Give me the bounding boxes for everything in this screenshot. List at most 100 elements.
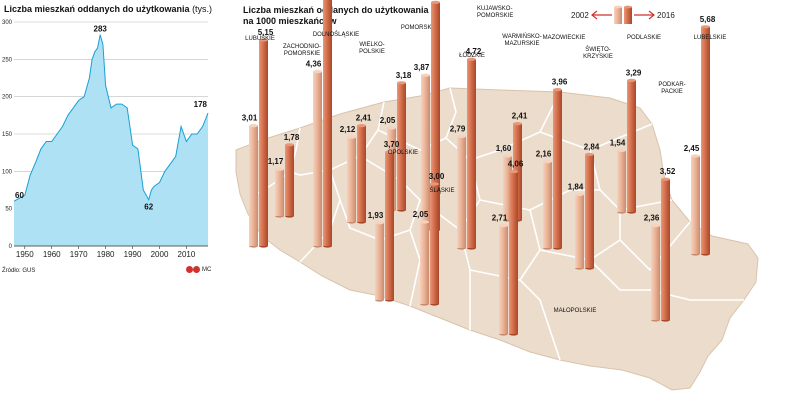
bar-2016-top xyxy=(513,122,522,126)
x-tick-label: 1990 xyxy=(124,250,142,259)
bar-2002 xyxy=(313,71,322,246)
left-area-chart: 0 50 100 150 200 250 300 1950 1960 1970 1980 1990 20… xyxy=(2,20,209,259)
region-bar-pair: 1,84 2,84 ŚWIĘTO-KRZYSKIE xyxy=(568,45,613,270)
bar-2016-top xyxy=(357,124,366,128)
bar-2016-top xyxy=(285,143,294,147)
series-line xyxy=(13,34,209,202)
y-tick-label: 150 xyxy=(2,132,13,138)
legend: 2002 2016 xyxy=(571,5,675,24)
right-chart-title-line2: na 1000 mieszkańców xyxy=(243,16,337,26)
bar-2002 xyxy=(420,222,429,304)
bar-2002 xyxy=(457,136,466,248)
value-label-2016: 2,84 xyxy=(584,142,600,151)
bar-2016 xyxy=(357,125,366,222)
value-label-2016: 3,70 xyxy=(384,140,400,149)
legend-bar-2016 xyxy=(624,7,632,24)
value-label-2016: 5,15 xyxy=(258,28,274,37)
bar-2016-top xyxy=(661,177,670,181)
bar-2016-top xyxy=(509,170,518,174)
data-label: 283 xyxy=(94,25,108,34)
bar-2016 xyxy=(430,184,439,304)
value-label-2016: 2,41 xyxy=(356,114,372,123)
bar-2016-top xyxy=(397,81,406,85)
region-name-label: POMORSKIE xyxy=(401,25,437,31)
bar-2016 xyxy=(509,171,518,334)
bar-2002-top xyxy=(499,224,508,228)
bar-2002-top xyxy=(420,220,429,224)
bar-2002-top xyxy=(651,224,660,228)
bar-2016-top xyxy=(467,57,476,61)
y-tick-label: 250 xyxy=(2,57,13,63)
value-label-2016: 3,96 xyxy=(552,78,568,87)
legend-arrow-left-icon xyxy=(591,10,612,20)
x-tick-label: 1950 xyxy=(16,250,34,259)
region-bar-pair: 2,05 3,00 ŚLĄSKIE xyxy=(413,172,455,306)
region-name-label: WIELKO-POLSKIE xyxy=(359,42,385,55)
logo-icon-2 xyxy=(193,266,200,273)
value-label-2016: 4,72 xyxy=(466,47,482,56)
legend-bar-2002 xyxy=(614,7,622,24)
bar-2002-top xyxy=(543,160,552,164)
bar-2002 xyxy=(691,156,700,254)
y-tick-label: 300 xyxy=(2,20,13,26)
logo-icon xyxy=(186,266,193,273)
x-tick-label: 1980 xyxy=(97,250,115,259)
legend-arrow-right-icon xyxy=(634,10,655,20)
region-name-label: LUBELSKIE xyxy=(694,35,727,41)
bar-2002-top xyxy=(617,148,626,152)
region-name-label: MAŁOPOLSKIE xyxy=(554,308,597,314)
region-name-label: ŁÓDZKIE xyxy=(459,52,485,59)
y-tick-label: 50 xyxy=(5,207,12,213)
bar-2002-top xyxy=(421,73,430,77)
bar-2016-top xyxy=(259,38,268,42)
region-name-label: LUBUSKIE xyxy=(245,36,275,42)
bar-2016-top xyxy=(385,150,394,154)
bar-2002 xyxy=(347,137,356,222)
legend-bar-2002-top xyxy=(614,5,622,9)
source-note: Źródło: GUS xyxy=(2,268,36,274)
value-label-2002: 1,84 xyxy=(568,182,584,191)
value-label-2002: 2,05 xyxy=(413,210,429,219)
value-label-2002: 1,93 xyxy=(368,211,384,220)
value-label-2016: 3,18 xyxy=(396,71,412,80)
value-label-2002: 2,45 xyxy=(684,144,700,153)
value-label-2002: 2,05 xyxy=(380,116,396,125)
value-label-2016: 3,00 xyxy=(429,172,445,181)
x-tick-label: 1960 xyxy=(43,250,61,259)
bar-2002-top xyxy=(457,134,466,138)
bar-2002 xyxy=(499,225,508,334)
bar-2016 xyxy=(385,152,394,300)
bar-2016 xyxy=(323,0,332,247)
legend-year-2002: 2002 xyxy=(571,11,589,20)
data-label: 178 xyxy=(194,100,208,109)
bar-2016-top xyxy=(430,182,439,186)
bar-2016 xyxy=(701,26,710,254)
region-bar-pair: 2,36 3,52 PODKAR-PACKIE xyxy=(644,82,686,322)
bar-2016 xyxy=(585,154,594,268)
bar-2016-top xyxy=(431,0,440,5)
left-chart-title: Liczba mieszkań oddanych do użytkowania … xyxy=(4,4,212,14)
bar-2002-top xyxy=(387,126,396,130)
value-label-2002: 4,36 xyxy=(306,60,322,69)
bar-2002-top xyxy=(503,154,512,158)
bar-2016-top xyxy=(553,88,562,92)
bar-2016 xyxy=(259,40,268,246)
logo-text: MC xyxy=(202,266,212,273)
bar-2002 xyxy=(543,161,552,248)
bar-2016 xyxy=(467,59,476,249)
right-chart-title-line1: Liczba mieszkań oddanych do użytkowania xyxy=(243,5,429,15)
bar-2016 xyxy=(431,2,440,231)
y-tick-label: 100 xyxy=(2,169,13,175)
region-bar-pair: 2,122,41 WIELKO-POLSKIE xyxy=(340,42,385,224)
region-bar-pair: 2,71 4,06 MAŁOPOLSKIE xyxy=(492,160,597,336)
region-bar-pair: 2,45 5,68 LUBELSKIE xyxy=(684,15,727,256)
bar-2016 xyxy=(553,89,562,248)
value-label-2002: 2,12 xyxy=(340,125,356,134)
value-label-2002: 1,17 xyxy=(268,157,284,166)
value-label-2002: 3,87 xyxy=(414,63,430,72)
value-label-2016: 5,68 xyxy=(700,15,716,24)
bar-2002 xyxy=(503,156,512,220)
bar-2016-top xyxy=(627,78,636,82)
legend-bar-2016-top xyxy=(624,5,632,9)
